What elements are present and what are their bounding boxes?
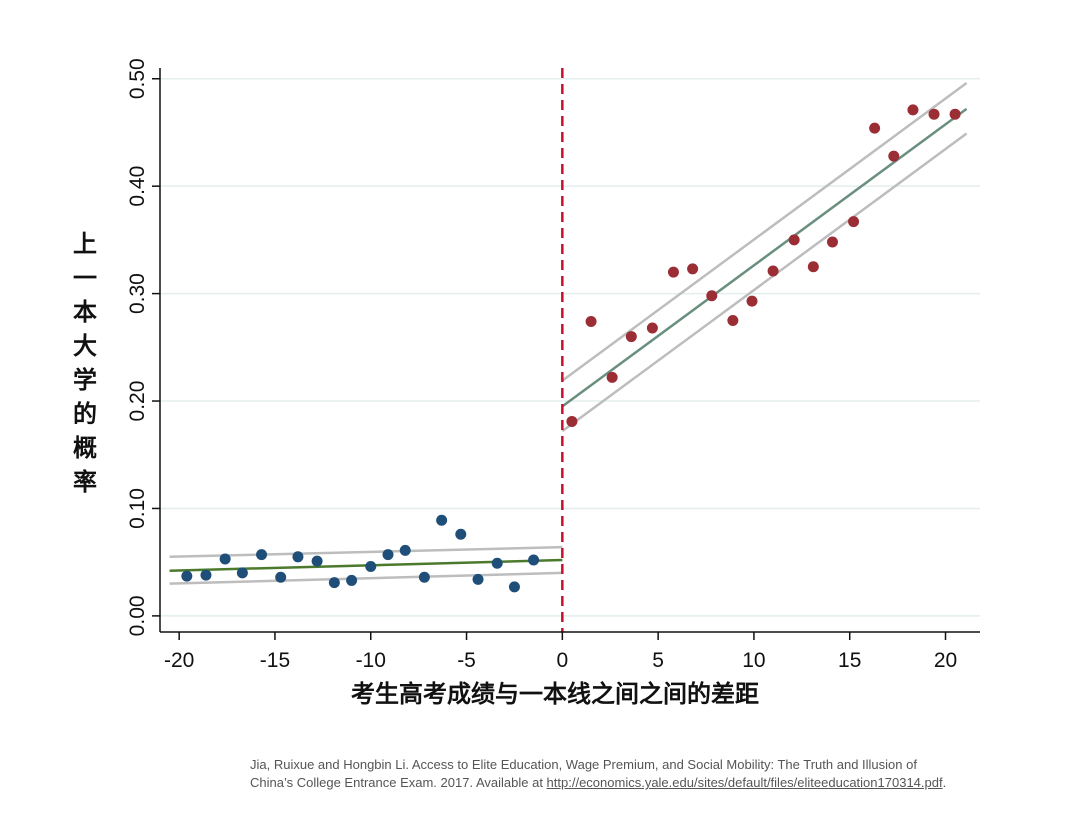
y-axis-title-char-2: 本 (73, 298, 97, 326)
confidence-bands (169, 82, 968, 585)
y-axis-title-char-4: 学 (73, 366, 97, 394)
data-point-0-8 (328, 577, 340, 589)
data-point-1-7 (706, 290, 718, 302)
citation-link[interactable]: http://economics.yale.edu/sites/default/… (546, 775, 943, 790)
x-tick-label-5: 5 (652, 649, 664, 672)
data-point-1-12 (807, 261, 819, 273)
ci-lower-line-1 (561, 132, 968, 433)
y-tick-label-1: 0.10 (126, 488, 149, 529)
tick-labels: -20 -15 -10 -5 0 5 10 15 20 0.00 0.10 0.20 0.30 0.40 0… (126, 58, 957, 672)
data-point-0-12 (399, 544, 411, 556)
data-point-0-14 (436, 514, 448, 526)
data-point-0-18 (508, 581, 520, 593)
y-axis-title-char-0: 上 (73, 230, 97, 258)
data-point-0-7 (311, 555, 323, 567)
data-point-1-8 (727, 314, 739, 326)
data-point-1-14 (848, 216, 860, 228)
data-point-1-4 (646, 322, 658, 334)
y-axis-title-char-3: 大 (73, 332, 97, 360)
data-point-1-1 (585, 316, 597, 328)
y-axis-title-char-5: 的 (73, 400, 97, 428)
x-tick-label-4: 0 (556, 649, 568, 672)
y-axis-title-char-1: 一 (73, 264, 97, 292)
y-tick-label-2: 0.20 (126, 381, 149, 422)
y-tick-label-3: 0.30 (126, 273, 149, 314)
data-point-0-11 (382, 549, 394, 561)
citation-end: . (942, 775, 947, 790)
data-point-1-15 (869, 122, 881, 134)
data-points (181, 104, 961, 593)
y-tick-label-5: 0.50 (126, 58, 149, 99)
data-point-1-17 (907, 104, 919, 116)
data-point-1-5 (667, 266, 679, 278)
data-point-1-2 (606, 371, 618, 383)
data-point-1-6 (687, 263, 699, 275)
data-point-0-2 (219, 553, 231, 565)
x-axis-title: 考生高考成绩与一本线之间之间的差距 (351, 680, 759, 708)
data-point-0-1 (200, 569, 212, 581)
data-point-0-15 (455, 528, 467, 540)
data-point-0-19 (528, 554, 540, 566)
data-point-0-4 (256, 549, 268, 561)
data-point-1-13 (826, 236, 838, 248)
data-point-0-3 (236, 567, 248, 579)
data-point-1-11 (788, 234, 800, 246)
x-tick-label-7: 15 (838, 649, 861, 672)
axes (152, 68, 980, 640)
data-point-0-10 (365, 560, 377, 572)
y-axis-title-char-6: 概 (73, 434, 97, 462)
data-point-0-5 (275, 571, 287, 583)
ci-lower-line-0 (169, 571, 563, 585)
y-tick-label-4: 0.40 (126, 166, 149, 207)
data-point-0-9 (346, 574, 358, 586)
data-point-1-9 (746, 295, 758, 307)
data-point-1-0 (566, 415, 578, 427)
fit-lines (169, 107, 968, 573)
x-tick-label-8: 20 (934, 649, 957, 672)
data-point-0-16 (472, 573, 484, 585)
data-point-1-19 (949, 108, 961, 120)
data-point-0-0 (181, 570, 193, 582)
x-tick-label-6: 10 (742, 649, 765, 672)
x-tick-label-1: -15 (260, 649, 290, 672)
data-point-0-17 (491, 557, 503, 569)
data-point-0-6 (292, 551, 304, 563)
data-point-1-18 (928, 108, 940, 120)
data-point-0-13 (418, 571, 430, 583)
citation: Jia, Ruixue and Hongbin Li. Access to El… (250, 756, 950, 792)
x-tick-label-0: -20 (164, 649, 194, 672)
x-tick-label-3: -5 (457, 649, 476, 672)
data-point-1-16 (888, 150, 900, 162)
ci-upper-line-1 (561, 82, 968, 382)
data-point-1-3 (625, 331, 637, 343)
y-axis-title-char-7: 率 (73, 468, 97, 496)
data-point-1-10 (767, 265, 779, 277)
citation-text: Jia, Ruixue and Hongbin Li. Access to El… (250, 757, 917, 790)
grid-lines (160, 77, 980, 617)
ci-upper-line-0 (169, 545, 563, 559)
y-tick-label-0: 0.00 (126, 595, 149, 636)
x-tick-label-2: -10 (356, 649, 386, 672)
fit-line-1 (561, 107, 968, 408)
